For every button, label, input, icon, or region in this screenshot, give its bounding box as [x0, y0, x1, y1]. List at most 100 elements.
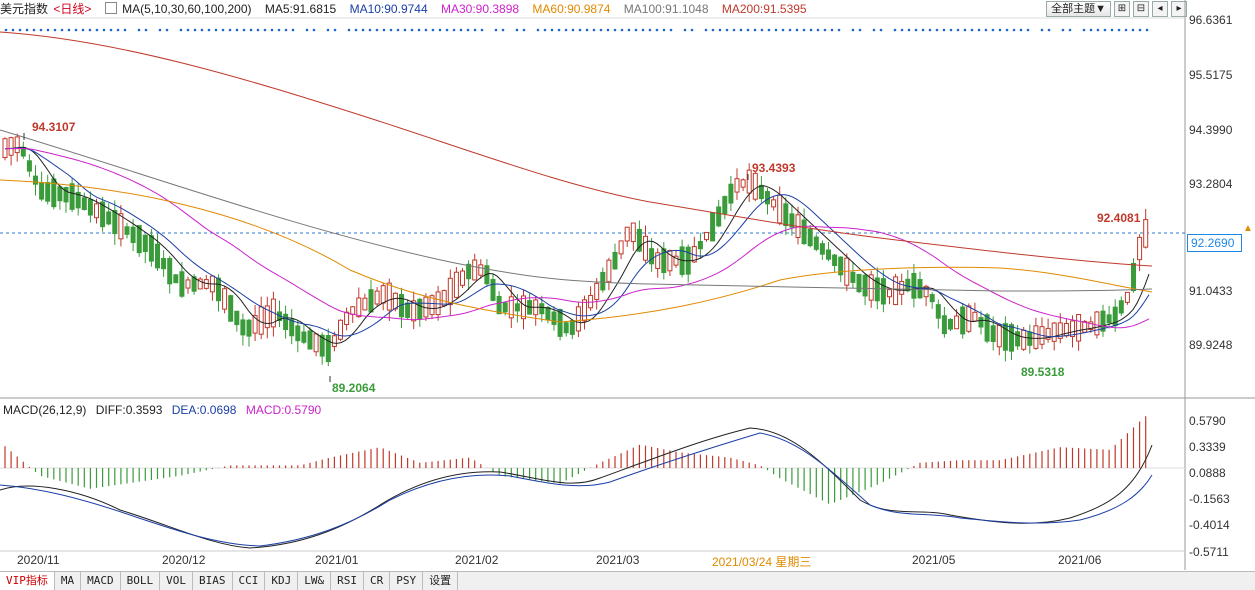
marker-dot — [1068, 28, 1072, 32]
marker-dot — [60, 28, 64, 32]
candle — [789, 213, 795, 228]
marker-dot — [704, 28, 708, 32]
marker-dot — [186, 28, 190, 32]
candle — [69, 183, 75, 210]
candle — [850, 271, 856, 283]
tab-boll[interactable]: BOLL — [121, 572, 161, 590]
candle — [1002, 323, 1008, 351]
candle — [87, 198, 93, 216]
candle — [752, 172, 758, 200]
candle — [551, 311, 557, 325]
ma5-line — [4, 146, 1150, 344]
marker-dot — [375, 28, 379, 32]
candle — [521, 295, 526, 320]
marker-dot — [830, 28, 834, 32]
candle — [826, 249, 831, 260]
zoom-out-icon[interactable]: ⊟ — [1133, 1, 1149, 17]
tab-kdj[interactable]: KDJ — [265, 572, 299, 590]
candle — [252, 315, 258, 334]
candle — [228, 295, 234, 322]
theme-button[interactable]: 全部主题▼ — [1046, 1, 1111, 17]
candle — [777, 194, 783, 224]
zoom-in-icon[interactable]: ⊞ — [1114, 1, 1130, 17]
marker-dot — [914, 28, 918, 32]
candle — [1051, 322, 1057, 342]
marker-dot — [263, 28, 267, 32]
candle — [1137, 236, 1143, 261]
marker-dot — [662, 28, 666, 32]
pan-left-icon[interactable]: ◂ — [1152, 1, 1168, 17]
candle — [911, 272, 917, 299]
high-annotation: 93.4393 — [752, 161, 796, 175]
ma200-value: MA200:91.5395 — [721, 2, 807, 16]
date-label: 2021/01 — [315, 553, 359, 567]
ma10-value: MA10:90.9744 — [349, 2, 428, 16]
period-selector[interactable]: <日线> — [53, 2, 92, 16]
candle — [118, 213, 124, 240]
marker-dot — [641, 28, 645, 32]
marker-dot — [200, 28, 204, 32]
marker-dot — [214, 28, 218, 32]
tab-settings[interactable]: 设置 — [423, 572, 459, 590]
candle — [447, 277, 453, 306]
marker-dot — [123, 28, 127, 32]
indicator-tabs: VIP指标 MA MACD BOLL VOL BIAS CCI KDJ LW& … — [0, 571, 1255, 590]
marker-dot — [1096, 28, 1100, 32]
candle — [453, 271, 459, 298]
diff-value: DIFF:0.3593 — [95, 403, 163, 417]
price-axis-label: 96.6361 — [1189, 13, 1233, 27]
marker-dot — [326, 28, 330, 32]
tab-vol[interactable]: VOL — [160, 572, 193, 590]
marker-dot — [732, 28, 736, 32]
marker-dot — [1047, 28, 1051, 32]
tab-vip[interactable]: VIP指标 — [0, 572, 55, 590]
marker-dot — [67, 28, 71, 32]
marker-dot — [95, 28, 99, 32]
marker-dot — [242, 28, 246, 32]
marker-dot — [431, 28, 435, 32]
marker-dot — [473, 28, 477, 32]
tab-lw[interactable]: LW& — [298, 572, 332, 590]
marker-dot — [522, 28, 526, 32]
candle — [386, 282, 392, 311]
macd-axis-label: -0.5711 — [1189, 545, 1229, 559]
tab-ma[interactable]: MA — [55, 572, 82, 590]
marker-dot — [543, 28, 547, 32]
tab-cr[interactable]: CR — [364, 572, 391, 590]
marker-dot — [193, 28, 197, 32]
marker-dot — [907, 28, 911, 32]
marker-dot — [25, 28, 29, 32]
marker-dot — [480, 28, 484, 32]
ma-settings-icon[interactable] — [104, 2, 117, 14]
tab-rsi[interactable]: RSI — [331, 572, 364, 590]
marker-dot — [102, 28, 106, 32]
candle — [435, 291, 441, 316]
tab-macd[interactable]: MACD — [81, 572, 121, 590]
marker-dot — [998, 28, 1002, 32]
macd-axis-label: 0.3339 — [1189, 440, 1226, 454]
marker-dot — [739, 28, 743, 32]
price-axis-label: 89.9248 — [1189, 338, 1233, 352]
marker-dot — [564, 28, 568, 32]
candle — [514, 303, 520, 312]
candle — [819, 243, 825, 255]
marker-dot — [53, 28, 57, 32]
candle — [411, 300, 417, 322]
candle — [246, 319, 252, 337]
marker-dot — [858, 28, 862, 32]
date-label: 2021/05 — [912, 553, 956, 567]
candle — [94, 203, 99, 219]
tab-cci[interactable]: CCI — [233, 572, 266, 590]
marker-dot — [39, 28, 43, 32]
ma10-line — [4, 147, 1150, 338]
macd-axis-label: -0.1563 — [1189, 492, 1230, 506]
marker-dot — [221, 28, 225, 32]
marker-dot — [1145, 28, 1149, 32]
pan-right-icon[interactable]: ▸ — [1171, 1, 1187, 17]
ma200-line — [0, 31, 1153, 267]
tab-psy[interactable]: PSY — [390, 572, 424, 590]
marker-dot — [1082, 28, 1086, 32]
marker-dot — [921, 28, 925, 32]
tab-bias[interactable]: BIAS — [193, 572, 233, 590]
